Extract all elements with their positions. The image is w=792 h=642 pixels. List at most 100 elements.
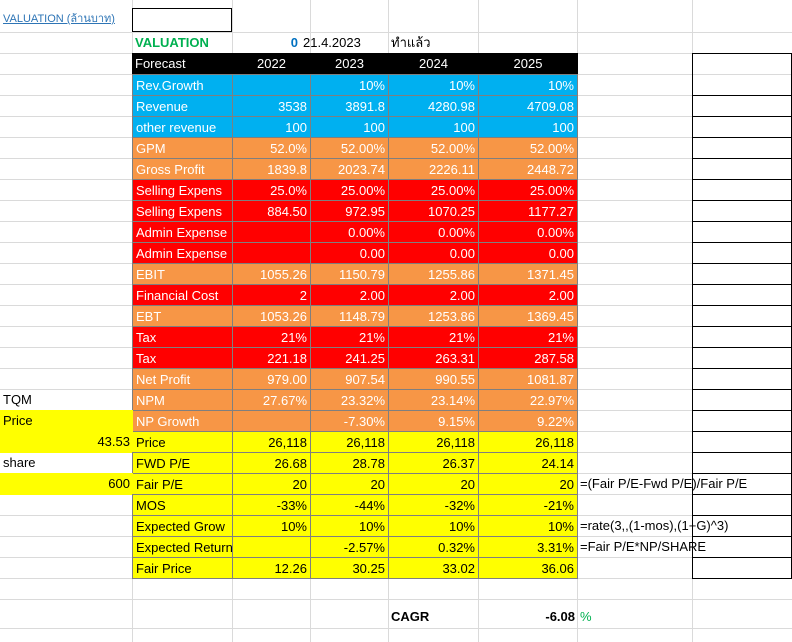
value-cell xyxy=(232,242,311,264)
value-cell: 23.14% xyxy=(388,389,479,411)
value-cell: 10% xyxy=(388,515,479,537)
row-label: Tax xyxy=(132,326,233,348)
value-cell: -44% xyxy=(310,494,389,516)
row-label: NPM xyxy=(132,389,233,411)
value-cell: 24.14 xyxy=(478,452,578,474)
value-cell: 21% xyxy=(310,326,389,348)
header-cell: 2022 xyxy=(232,53,311,75)
status: ทำแล้ว xyxy=(391,35,431,50)
side-row-line xyxy=(692,578,792,579)
value-cell: 26,118 xyxy=(310,431,389,453)
value-cell: 287.58 xyxy=(478,347,578,369)
value-cell: -32% xyxy=(388,494,479,516)
side-cell: share xyxy=(3,455,36,470)
row-label: Tax xyxy=(132,347,233,369)
value-cell: 907.54 xyxy=(310,368,389,390)
row-label: EBIT xyxy=(132,263,233,285)
row-label: NP Growth xyxy=(132,410,233,432)
value-cell: 2.00 xyxy=(478,284,578,306)
side-cell: 600 xyxy=(0,473,133,495)
side-row-line xyxy=(692,557,792,558)
value-cell: 4280.98 xyxy=(388,95,479,117)
value-cell: 10% xyxy=(478,515,578,537)
side-row-line xyxy=(692,431,792,432)
side-row-line xyxy=(692,137,792,138)
row-label: EBT xyxy=(132,305,233,327)
value-cell: 36.06 xyxy=(478,557,578,579)
value-cell: 1055.26 xyxy=(232,263,311,285)
value-cell: -33% xyxy=(232,494,311,516)
side-row-line xyxy=(692,326,792,327)
date: 21.4.2023 xyxy=(303,35,361,50)
value-cell: 1150.79 xyxy=(310,263,389,285)
value-cell: 20 xyxy=(478,473,578,495)
valuation-title: VALUATION xyxy=(135,35,209,50)
value-cell: -7.30% xyxy=(310,410,389,432)
value-cell: 52.00% xyxy=(310,137,389,159)
row-label: Selling Expens xyxy=(132,200,233,222)
value-cell: 21% xyxy=(478,326,578,348)
value-cell: 241.25 xyxy=(310,347,389,369)
zero: 0 xyxy=(290,35,298,50)
value-cell: 20 xyxy=(310,473,389,495)
formula-note: =(Fair P/E-Fwd P/E)/Fair P/E xyxy=(580,476,748,491)
value-cell: 23.32% xyxy=(310,389,389,411)
side-row-line xyxy=(692,242,792,243)
side-row-line xyxy=(692,158,792,159)
value-cell: 972.95 xyxy=(310,200,389,222)
side-box xyxy=(692,53,792,579)
formula-note: =rate(3,,(1-mos),(1+G)^3) xyxy=(580,518,729,533)
header-cell: 2024 xyxy=(388,53,479,75)
value-cell: 2 xyxy=(232,284,311,306)
side-row-line xyxy=(692,368,792,369)
value-cell: 0.00 xyxy=(388,242,479,264)
value-cell: 0.32% xyxy=(388,536,479,558)
side-row-line xyxy=(692,536,792,537)
header-cell: 2025 xyxy=(478,53,578,75)
value-cell: 26.37 xyxy=(388,452,479,474)
row-label: Rev.Growth xyxy=(132,74,233,96)
value-cell: 2448.72 xyxy=(478,158,578,180)
value-cell: 30.25 xyxy=(310,557,389,579)
row-label: FWD P/E xyxy=(132,452,233,474)
cagr-label: CAGR xyxy=(391,609,430,624)
value-cell: 52.0% xyxy=(232,137,311,159)
value-cell: 1053.26 xyxy=(232,305,311,327)
link: VALUATION (ล้านบาท) xyxy=(3,13,115,25)
grid-line xyxy=(0,599,792,600)
cagr-unit: % xyxy=(580,609,592,624)
value-cell: 0.00 xyxy=(310,242,389,264)
side-row-line xyxy=(692,305,792,306)
side-row-line xyxy=(692,473,792,474)
value-cell: 1369.45 xyxy=(478,305,578,327)
value-cell: 4709.08 xyxy=(478,95,578,117)
side-cell: TQM xyxy=(3,392,32,407)
value-cell xyxy=(232,410,311,432)
side-row-line xyxy=(692,200,792,201)
value-cell: 9.22% xyxy=(478,410,578,432)
value-cell: 25.00% xyxy=(310,179,389,201)
formula-note: =Fair P/E*NP/SHARE xyxy=(580,539,707,554)
value-cell: 0.00% xyxy=(388,221,479,243)
side-row-line xyxy=(692,221,792,222)
value-cell xyxy=(232,221,311,243)
value-cell: 979.00 xyxy=(232,368,311,390)
row-label: Admin Expense xyxy=(132,221,233,243)
value-cell: 100 xyxy=(388,116,479,138)
value-cell: 20 xyxy=(388,473,479,495)
value-cell: 2.00 xyxy=(310,284,389,306)
value-cell: 100 xyxy=(310,116,389,138)
side-row-line xyxy=(692,179,792,180)
value-cell: 25.00% xyxy=(478,179,578,201)
value-cell: 1070.25 xyxy=(388,200,479,222)
value-cell: 52.00% xyxy=(478,137,578,159)
value-cell: -21% xyxy=(478,494,578,516)
value-cell: 52.00% xyxy=(388,137,479,159)
value-cell: 2.00 xyxy=(388,284,479,306)
cagr-value: -6.08 xyxy=(545,609,575,624)
row-label: GPM xyxy=(132,137,233,159)
input-box xyxy=(132,8,232,32)
side-row-line xyxy=(692,263,792,264)
row-label: other revenue xyxy=(132,116,233,138)
side-row-line xyxy=(692,95,792,96)
